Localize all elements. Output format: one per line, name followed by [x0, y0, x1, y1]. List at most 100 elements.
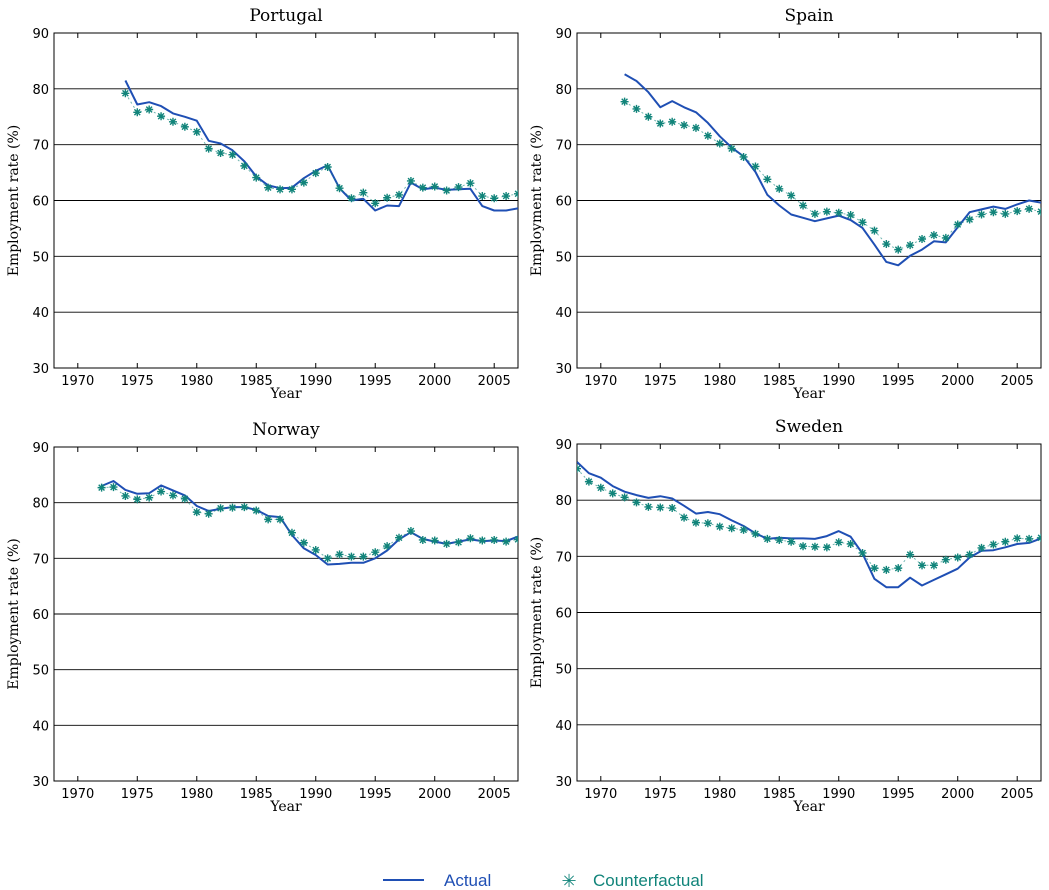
plot-area — [577, 461, 1041, 589]
data-point-counterfactual — [442, 186, 451, 195]
x-tick-label: 2005 — [1001, 787, 1034, 802]
data-point-counterfactual — [882, 240, 891, 249]
data-point-counterfactual — [953, 553, 962, 562]
series-line-actual — [624, 73, 1041, 267]
data-point-counterfactual — [323, 554, 332, 563]
data-point-counterfactual — [751, 162, 760, 171]
data-point-counterfactual — [287, 528, 296, 537]
data-point-counterfactual — [870, 564, 879, 573]
data-point-counterfactual — [192, 127, 201, 136]
x-axis-label: Year — [269, 799, 302, 815]
data-point-counterfactual — [680, 513, 689, 522]
y-tick-label: 80 — [555, 494, 572, 509]
data-point-counterfactual — [478, 192, 487, 201]
y-tick-label: 40 — [555, 306, 572, 321]
data-point-counterfactual — [430, 536, 439, 545]
data-point-counterfactual — [180, 122, 189, 131]
y-axis-label: Employment rate (%) — [6, 125, 22, 277]
data-point-counterfactual — [180, 494, 189, 503]
data-point-counterfactual — [799, 201, 808, 210]
data-point-counterfactual — [168, 491, 177, 500]
chart-panel-norway: 1970 1975 1980 1985 1990 1995 2000 2005 30 40 50 60… — [6, 420, 519, 815]
data-point-counterfactual — [989, 208, 998, 217]
data-point-counterfactual — [834, 538, 843, 547]
data-point-counterfactual — [1025, 204, 1034, 213]
data-point-counterfactual — [918, 235, 927, 244]
x-tick-label: 1990 — [822, 787, 855, 802]
plot-frame — [53, 32, 519, 369]
data-point-counterfactual — [1001, 209, 1010, 218]
plot-frame — [53, 446, 519, 782]
data-point-counterfactual — [894, 564, 903, 573]
data-point-counterfactual — [133, 495, 142, 504]
data-point-counterfactual — [240, 161, 249, 170]
data-point-counterfactual — [514, 535, 518, 544]
series-line-actual — [124, 80, 518, 212]
chart-title: Sweden — [775, 417, 843, 437]
data-point-counterfactual — [454, 538, 463, 547]
x-tick-label: 2000 — [941, 787, 974, 802]
x-axis-label: Year — [792, 386, 825, 402]
data-point-counterfactual — [216, 504, 225, 513]
data-point-counterfactual — [739, 525, 748, 534]
legend-counterfactual-marker-icon: ✳ — [561, 871, 576, 890]
data-point-counterfactual — [799, 542, 808, 551]
data-point-counterfactual — [858, 218, 867, 227]
x-tick-label: 2000 — [418, 374, 451, 389]
y-tick-label: 30 — [32, 775, 49, 790]
data-point-counterfactual — [276, 515, 285, 524]
data-point-counterfactual — [680, 121, 689, 130]
data-point-counterfactual — [620, 493, 629, 502]
data-point-counterfactual — [918, 561, 927, 570]
data-point-counterfactual — [644, 502, 653, 511]
data-point-counterfactual — [620, 97, 629, 106]
data-point-counterfactual — [359, 188, 368, 197]
data-point-counterfactual — [703, 519, 712, 528]
plot-area — [97, 480, 518, 566]
data-point-counterfactual — [168, 117, 177, 126]
data-point-counterfactual — [632, 498, 641, 507]
x-tick-label: 1990 — [299, 374, 332, 389]
plot-frame — [576, 32, 1042, 369]
y-axis-label: Employment rate (%) — [529, 537, 545, 689]
x-tick-label: 1990 — [299, 787, 332, 802]
data-point-counterfactual — [490, 535, 499, 544]
data-point-counterfactual — [715, 139, 724, 148]
data-point-counterfactual — [371, 199, 380, 208]
y-tick-label: 50 — [555, 250, 572, 265]
legend: Actual ✳ Counterfactual — [383, 871, 704, 890]
data-point-counterfactual — [240, 503, 249, 512]
series-line-counterfactual — [101, 486, 518, 559]
data-point-counterfactual — [644, 112, 653, 121]
x-tick-label: 1975 — [121, 787, 154, 802]
series-line-actual — [577, 461, 1041, 589]
data-point-counterfactual — [953, 220, 962, 229]
data-point-counterfactual — [287, 185, 296, 194]
data-point-counterfactual — [941, 233, 950, 242]
data-point-counterfactual — [264, 183, 273, 192]
data-point-counterfactual — [894, 245, 903, 254]
y-tick-label: 40 — [555, 719, 572, 734]
data-point-counterfactual — [739, 152, 748, 161]
plot-frame — [576, 443, 1042, 782]
data-point-counterfactual — [691, 123, 700, 132]
data-point-counterfactual — [383, 193, 392, 202]
data-point-counterfactual — [906, 241, 915, 250]
data-point-counterfactual — [216, 149, 225, 158]
y-axis-label: Employment rate (%) — [529, 125, 545, 277]
data-point-counterfactual — [787, 537, 796, 546]
chart-title: Portugal — [249, 6, 322, 26]
data-point-counterfactual — [989, 540, 998, 549]
data-point-counterfactual — [977, 543, 986, 552]
data-point-counterfactual — [157, 487, 166, 496]
data-point-counterfactual — [703, 131, 712, 140]
data-point-counterfactual — [1013, 534, 1022, 543]
data-point-counterfactual — [763, 175, 772, 184]
data-point-counterfactual — [264, 515, 273, 524]
x-tick-label: 1975 — [121, 374, 154, 389]
x-axis-label: Year — [792, 799, 825, 815]
data-point-counterfactual — [1037, 207, 1041, 216]
data-point-counterfactual — [656, 119, 665, 128]
data-point-counterfactual — [787, 191, 796, 200]
data-point-counterfactual — [359, 552, 368, 561]
